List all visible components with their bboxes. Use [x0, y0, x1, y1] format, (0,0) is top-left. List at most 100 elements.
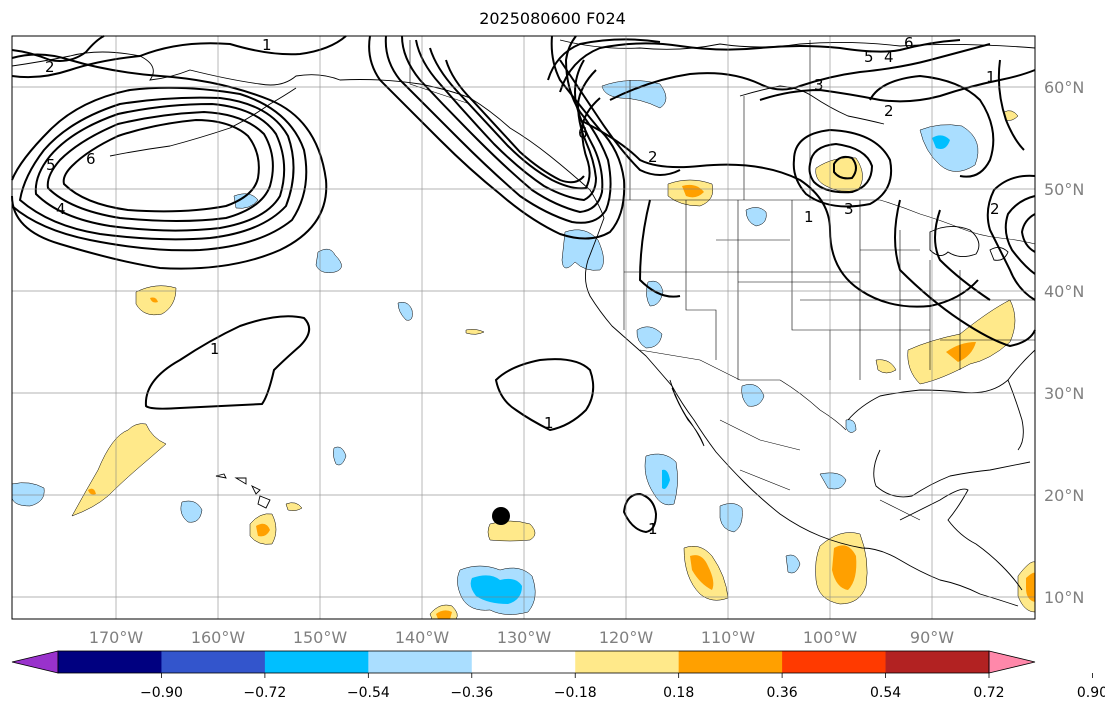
blue-patch-15 — [845, 419, 857, 433]
contour-canada-2 — [609, 43, 991, 101]
colorbar-segment — [58, 651, 162, 673]
blue-patch-10 — [180, 500, 203, 523]
orange-patch-mexico-1 — [690, 555, 714, 590]
contour-goa-2 — [384, 35, 612, 224]
contour-label: 4 — [56, 200, 66, 218]
yellow-patch-4 — [285, 502, 303, 511]
contour-bering-5 — [46, 110, 274, 222]
contour-us-3 — [934, 209, 991, 301]
blue-patch-14 — [785, 554, 801, 574]
colorbar-segment — [782, 651, 887, 673]
contour-label: 6 — [86, 150, 96, 168]
contour-label: 2 — [648, 148, 658, 166]
contour-goa-4 — [415, 39, 598, 202]
contour-canada-4 — [547, 38, 661, 81]
contour-label: 2 — [45, 58, 55, 76]
blue-patch-6 — [741, 384, 765, 407]
contour-bering-6 — [62, 118, 260, 213]
blue-patch-13 — [819, 472, 847, 490]
map-frame — [11, 35, 1036, 620]
aleutians — [109, 87, 297, 157]
latitude-label: 50°N — [1044, 180, 1084, 199]
contour-label: 1 — [210, 340, 220, 358]
blue-patch-3 — [745, 207, 767, 227]
contour-canada-1 — [579, 119, 979, 308]
latitude-label: 60°N — [1044, 78, 1084, 97]
marker-dot — [492, 507, 510, 525]
contour-goa-1 — [368, 35, 626, 240]
contour-bering-4 — [34, 102, 286, 232]
contour-lines-layer — [11, 35, 1036, 534]
contour-bering-3 — [18, 96, 295, 241]
contour-label-3 — [759, 69, 1036, 103]
blue-patch-5 — [636, 326, 663, 349]
blue-patch-11-core — [662, 469, 670, 489]
yellow-patch-6 — [1003, 110, 1019, 121]
colorbar-segment — [678, 651, 783, 673]
colorbar-outline — [57, 650, 990, 674]
contour-us-1 — [638, 199, 681, 298]
colorbar-tick-label: 0.54 — [870, 685, 901, 701]
great-lakes — [929, 226, 1009, 261]
contour-label: 6 — [904, 34, 914, 52]
colorbar-segment — [368, 651, 473, 673]
longitude-labels: 170°W 160°W 150°W 140°W 130°W 120°W 110°W 100°W… — [89, 628, 954, 647]
shaded-anomaly-layer — [11, 80, 1036, 620]
west-coast — [585, 217, 1019, 607]
blue-patch-ontario-core — [932, 135, 950, 149]
latitude-label: 30°N — [1044, 384, 1084, 403]
contour-closed-pacific-2 — [494, 358, 595, 432]
yellow-patch-5 — [875, 359, 897, 374]
orange-patch-hawaii-w — [88, 488, 96, 495]
contour-closed-manitoba-2 — [808, 142, 874, 194]
contour-east-1 — [986, 174, 1036, 301]
longitude-label: 140°W — [395, 628, 450, 647]
colorbar-tick-label: 0.90 — [1077, 685, 1105, 701]
contour-closed-pacific-1 — [144, 315, 311, 410]
colorbar-tick-label: −0.36 — [450, 685, 493, 701]
contour-label: 4 — [884, 48, 894, 66]
graticule — [12, 36, 1035, 619]
contour-label: 3 — [814, 76, 824, 94]
contour-closed-manitoba-3 — [833, 155, 857, 180]
blue-patch-1 — [315, 248, 342, 273]
contour-east-3 — [1020, 213, 1036, 253]
contour-label: 6 — [578, 124, 588, 142]
map-title: 2025080600 F024 — [479, 9, 626, 28]
baja-coast — [669, 379, 705, 447]
contour-label: 1 — [648, 520, 658, 538]
colorbar-extend-min — [11, 650, 59, 674]
hudson-bay — [739, 85, 885, 125]
latitude-label: 10°N — [1044, 588, 1084, 607]
colorbar-tick-label: −0.72 — [243, 685, 286, 701]
blue-patch-12 — [719, 503, 743, 533]
contour-east-4 — [997, 59, 1025, 151]
contour-label: 3 — [844, 200, 854, 218]
colorbar-segment — [885, 651, 990, 673]
latitude-label: 20°N — [1044, 486, 1084, 505]
contour-label: 2 — [990, 200, 1000, 218]
blue-patch-7 — [233, 193, 259, 209]
latitude-labels: 60°N 50°N 40°N 30°N 20°N 10°N — [1044, 78, 1084, 607]
florida — [1007, 379, 1024, 451]
contour-bering-2 — [11, 86, 308, 252]
orange-patch-caribbean — [1026, 572, 1035, 602]
contour-goa-5 — [429, 47, 601, 190]
blue-patch-canada — [601, 80, 667, 109]
contour-label: 2 — [884, 102, 894, 120]
contour-bering-1 — [11, 53, 328, 270]
colorbar-segment — [161, 651, 266, 673]
blue-patch-pacific-nw — [561, 229, 604, 271]
colorbar-tick-label: −0.90 — [140, 685, 183, 701]
contour-label: 5 — [864, 48, 874, 66]
orange-patch-canada — [682, 184, 704, 198]
contour-goa-6 — [445, 59, 585, 184]
contour-us-2 — [894, 199, 1036, 348]
colorbar-tick-label: −0.54 — [347, 685, 390, 701]
colorbar-tick-label: 0.72 — [973, 685, 1004, 701]
contour-6-label-line — [559, 59, 681, 176]
yellow-patch-marker — [487, 520, 536, 542]
colorbar-segment — [575, 651, 680, 673]
colorbar — [11, 650, 1036, 674]
longitude-label: 130°W — [497, 628, 552, 647]
